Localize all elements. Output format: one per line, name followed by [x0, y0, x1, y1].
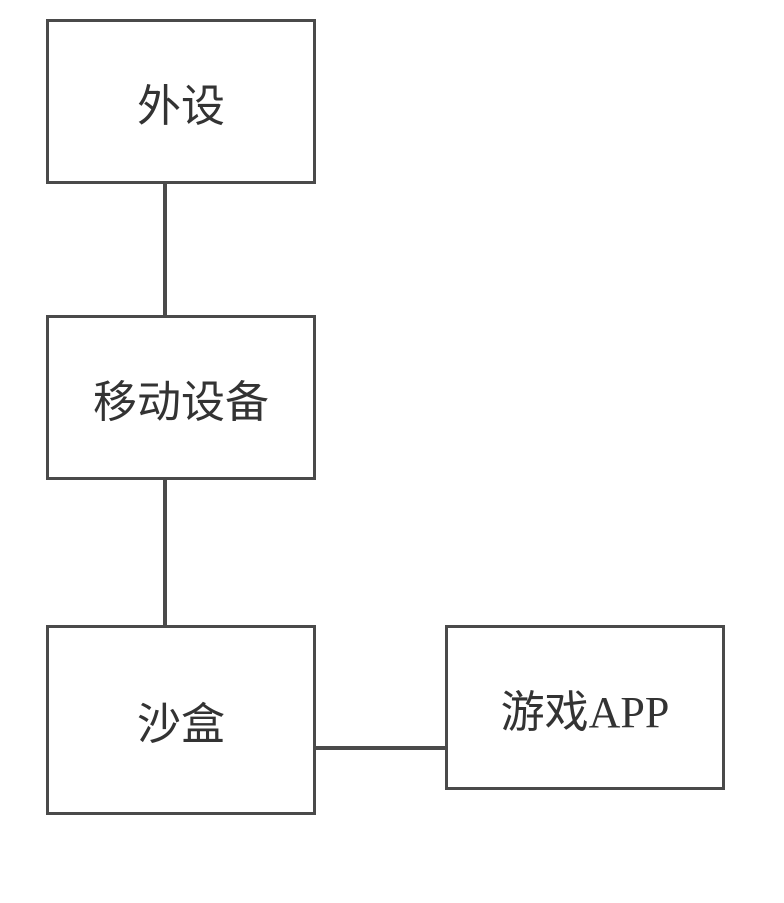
edge-n1-n2 — [163, 184, 167, 315]
edge-n2-n3 — [163, 480, 167, 625]
node-n2: 移动设备 — [46, 315, 316, 480]
diagram-stage: 外设移动设备沙盒 游戏APP — [0, 0, 784, 903]
node-label: 游戏APP — [501, 676, 670, 740]
edge-n3-n4 — [316, 746, 445, 750]
node-label: 移动设备 — [93, 366, 269, 430]
node-label: 沙盒 — [137, 688, 225, 752]
node-n4: 游戏APP — [445, 625, 725, 790]
node-n1: 外设 — [46, 19, 316, 184]
node-label: 外设 — [137, 70, 225, 134]
node-n3: 沙盒 — [46, 625, 316, 815]
